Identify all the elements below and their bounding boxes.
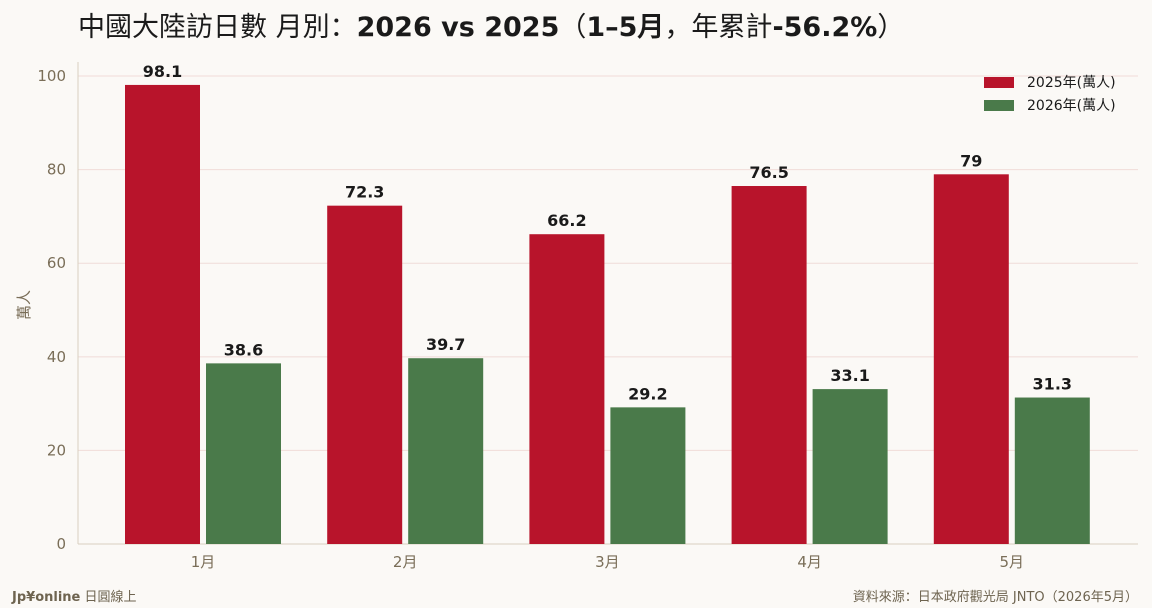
title-paren-close: ） (877, 12, 905, 43)
title-range: 1–5月 (586, 12, 665, 43)
legend-swatch-2026 (984, 100, 1014, 111)
y-tick-label: 40 (47, 348, 66, 366)
brand-suffix: 日圓線上 (80, 590, 137, 605)
data-label: 72.3 (345, 183, 384, 202)
chart-title: 中國大陸訪日數 月別：2026 vs 2025（1–5月，年累計-56.2%） (78, 8, 904, 48)
bar-2026-1 (206, 363, 281, 544)
x-tick-label: 1月 (191, 553, 216, 571)
title-ytd-label: ，年累計 (664, 12, 773, 43)
legend-label: 2025年(萬人) (1027, 75, 1116, 91)
y-tick-label: 100 (37, 67, 66, 85)
data-label: 38.6 (224, 340, 263, 359)
title-paren-open: （ (559, 12, 587, 43)
bar-2026-5 (1014, 397, 1090, 544)
x-tick-label: 4月 (797, 553, 822, 571)
title-ytd-change: -56.2% (772, 12, 878, 43)
bar-2025-1 (125, 84, 200, 544)
legend-label: 2026年(萬人) (1027, 98, 1116, 114)
data-label: 29.2 (628, 384, 667, 403)
data-label: 76.5 (749, 163, 788, 182)
bar-2025-5 (933, 174, 1009, 545)
y-tick-label: 60 (47, 254, 66, 272)
data-label: 66.2 (547, 211, 586, 230)
y-tick-label: 0 (56, 535, 66, 553)
x-tick-label: 3月 (595, 553, 620, 571)
x-tick-label: 2月 (393, 553, 418, 571)
legend-swatch-2025 (984, 77, 1014, 88)
bar-2025-4 (731, 186, 807, 544)
x-tick-label: 5月 (1000, 553, 1025, 571)
footer-brand: Jp¥online 日圓線上 (12, 586, 137, 605)
bar-2025-2 (327, 205, 403, 545)
bar-2026-2 (408, 358, 484, 544)
y-tick-label: 20 (47, 441, 66, 459)
data-label: 98.1 (143, 62, 182, 81)
bar-2026-4 (812, 389, 888, 544)
title-comparison: 2026 vs 2025 (356, 12, 560, 43)
data-label: 79 (960, 151, 982, 170)
bar-2025-3 (529, 234, 605, 544)
title-prefix: 中國大陸訪日數 月別： (78, 12, 357, 43)
footer-source: 資料來源：日本政府觀光局 JNTO（2026年5月） (852, 590, 1138, 605)
bar-2026-3 (610, 407, 686, 544)
y-axis-label: 萬人 (15, 290, 33, 320)
data-label: 31.3 (1033, 375, 1072, 394)
y-tick-label: 80 (47, 161, 66, 179)
data-label: 39.7 (426, 335, 465, 354)
brand-name: Jp¥online (12, 590, 81, 605)
data-label: 33.1 (830, 366, 869, 385)
